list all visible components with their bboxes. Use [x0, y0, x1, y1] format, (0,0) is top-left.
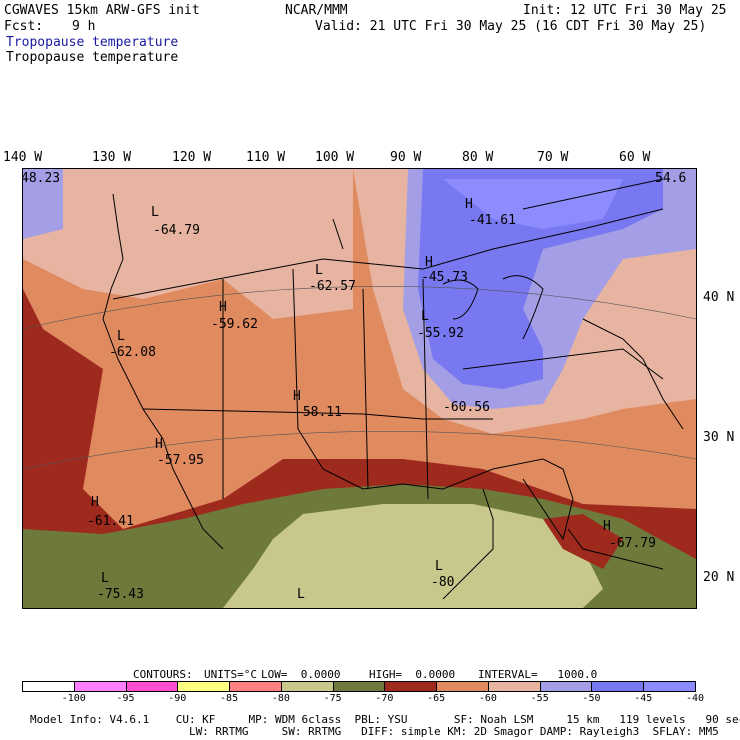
corner-value-left: 48.23 — [22, 171, 61, 186]
extremum-marker: H — [603, 519, 611, 534]
extremum-marker: L — [151, 205, 159, 220]
extremum-marker: H — [219, 300, 227, 315]
colorbar-swatch — [125, 681, 179, 692]
extremum-value: -62.08 — [109, 345, 156, 360]
extremum-marker: H — [425, 255, 433, 270]
lon-label-140w: 140 W — [3, 150, 43, 165]
lat-label-20n: 20 N — [703, 570, 735, 585]
extremum-value: -58.11 — [295, 405, 342, 420]
extremum-value: -45.73 — [421, 270, 468, 285]
extremum-value: -55.92 — [417, 326, 464, 341]
map-panel: 48.23 54.6 L -64.79 L -62.57 H -41.61 H … — [22, 168, 697, 609]
lon-label-80w: 80 W — [462, 150, 494, 165]
extremum-value: -62.57 — [309, 279, 356, 294]
colorbar-swatch — [384, 681, 438, 692]
extremum-marker: L — [315, 263, 323, 278]
colorbar-swatch — [73, 681, 127, 692]
corner-value-right: 54.6 — [655, 171, 687, 186]
colorbar-tick-label: -80 — [271, 693, 290, 704]
colorbar-swatch — [539, 681, 593, 692]
colorbar-swatch — [22, 681, 75, 692]
contours-low: LOW= 0.0000 — [261, 668, 341, 681]
colorbar-tick-label: -90 — [168, 693, 187, 704]
extremum-value: -60.56 — [443, 400, 490, 415]
lon-label-120w: 120 W — [172, 150, 212, 165]
colorbar-tick-label: -75 — [323, 693, 342, 704]
model-title: CGWAVES 15km ARW-GFS init — [4, 3, 200, 18]
lon-label-70w: 70 W — [537, 150, 569, 165]
colorbar-swatch — [643, 681, 696, 692]
model-info-line2: LW: RRTMG SW: RRTMG DIFF: simple KM: 2D … — [30, 725, 719, 738]
extremum-value: -57.95 — [157, 453, 204, 468]
init-time: Init: 12 UTC Fri 30 May 25 — [523, 3, 727, 18]
extremum-value: -64.79 — [153, 223, 200, 238]
colorbar-tick-label: -65 — [427, 693, 446, 704]
colorbar-swatch — [332, 681, 386, 692]
extremum-value: -75.43 — [97, 587, 144, 602]
extremum-value: -67.79 — [609, 536, 656, 551]
colorbar-swatch — [280, 681, 334, 692]
temperature-field — [23, 169, 696, 608]
extremum-marker: H — [155, 437, 163, 452]
lon-label-100w: 100 W — [315, 150, 355, 165]
extremum-value: -41.61 — [469, 213, 516, 228]
colorbar-tick-label: -85 — [220, 693, 239, 704]
field-title-1: Tropopause temperature — [6, 35, 179, 50]
extremum-marker: L — [117, 329, 125, 344]
colorbar-tick-label: -95 — [116, 693, 135, 704]
extremum-marker: L — [435, 559, 443, 574]
lat-label-40n: 40 N — [703, 290, 735, 305]
valid-time: Valid: 21 UTC Fri 30 May 25 (16 CDT Fri … — [315, 19, 707, 34]
lon-label-60w: 60 W — [619, 150, 651, 165]
colorbar-tick-label: -55 — [530, 693, 549, 704]
colorbar-swatch — [229, 681, 282, 692]
org-label: NCAR/MMM — [285, 3, 348, 18]
lon-label-90w: 90 W — [390, 150, 422, 165]
extremum-marker: H — [91, 495, 99, 510]
lon-label-130w: 130 W — [92, 150, 132, 165]
colorbar-tick-label: -100 — [61, 693, 86, 704]
colorbar-tick-label: -60 — [478, 693, 497, 704]
lat-label-30n: 30 N — [703, 430, 735, 445]
forecast-label: Fcst: — [4, 19, 44, 34]
contours-interval: INTERVAL= 1000.0 — [478, 668, 598, 681]
extremum-marker: H — [465, 197, 473, 212]
colorbar-swatch — [177, 681, 231, 692]
contours-label: CONTOURS: — [133, 668, 193, 681]
extremum-marker: H — [293, 389, 301, 404]
colorbar-tick-label: -45 — [634, 693, 653, 704]
colorbar-tick-label: -70 — [375, 693, 394, 704]
extremum-marker: L — [421, 309, 429, 324]
extremum-value: -59.62 — [211, 317, 258, 332]
colorbar-swatch — [436, 681, 489, 692]
contours-units: UNITS=°C — [204, 668, 257, 681]
colorbar-tick-label: -50 — [582, 693, 601, 704]
colorbar-swatch — [591, 681, 645, 692]
extremum-marker: L — [297, 587, 305, 602]
field-title-2: Tropopause temperature — [6, 50, 179, 65]
extremum-marker: L — [101, 571, 109, 586]
colorbar-swatch — [487, 681, 541, 692]
colorbar-tick-label: -40 — [685, 693, 705, 704]
model-info-line1: Model Info: V4.6.1 CU: KF MP: WDM 6class… — [30, 713, 740, 726]
contours-high: HIGH= 0.0000 — [369, 668, 456, 681]
extremum-value: -61.41 — [87, 514, 134, 529]
lon-label-110w: 110 W — [246, 150, 286, 165]
extremum-value: -80 — [431, 575, 455, 590]
forecast-hour: 9 h — [72, 19, 96, 34]
